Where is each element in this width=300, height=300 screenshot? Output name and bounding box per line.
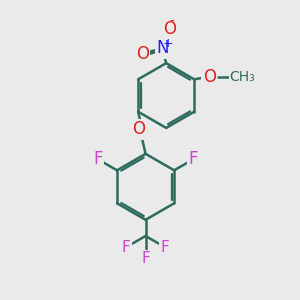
- Text: F: F: [160, 240, 169, 255]
- Text: F: F: [93, 150, 102, 168]
- Text: N: N: [156, 39, 169, 57]
- Text: O: O: [163, 20, 176, 38]
- Text: O: O: [132, 120, 145, 138]
- Text: O: O: [203, 68, 216, 86]
- Text: F: F: [122, 240, 130, 255]
- Text: +: +: [163, 37, 173, 50]
- Text: O: O: [136, 45, 149, 63]
- Text: F: F: [189, 150, 198, 168]
- Text: -: -: [169, 15, 174, 29]
- Text: CH₃: CH₃: [230, 70, 255, 84]
- Text: F: F: [141, 251, 150, 266]
